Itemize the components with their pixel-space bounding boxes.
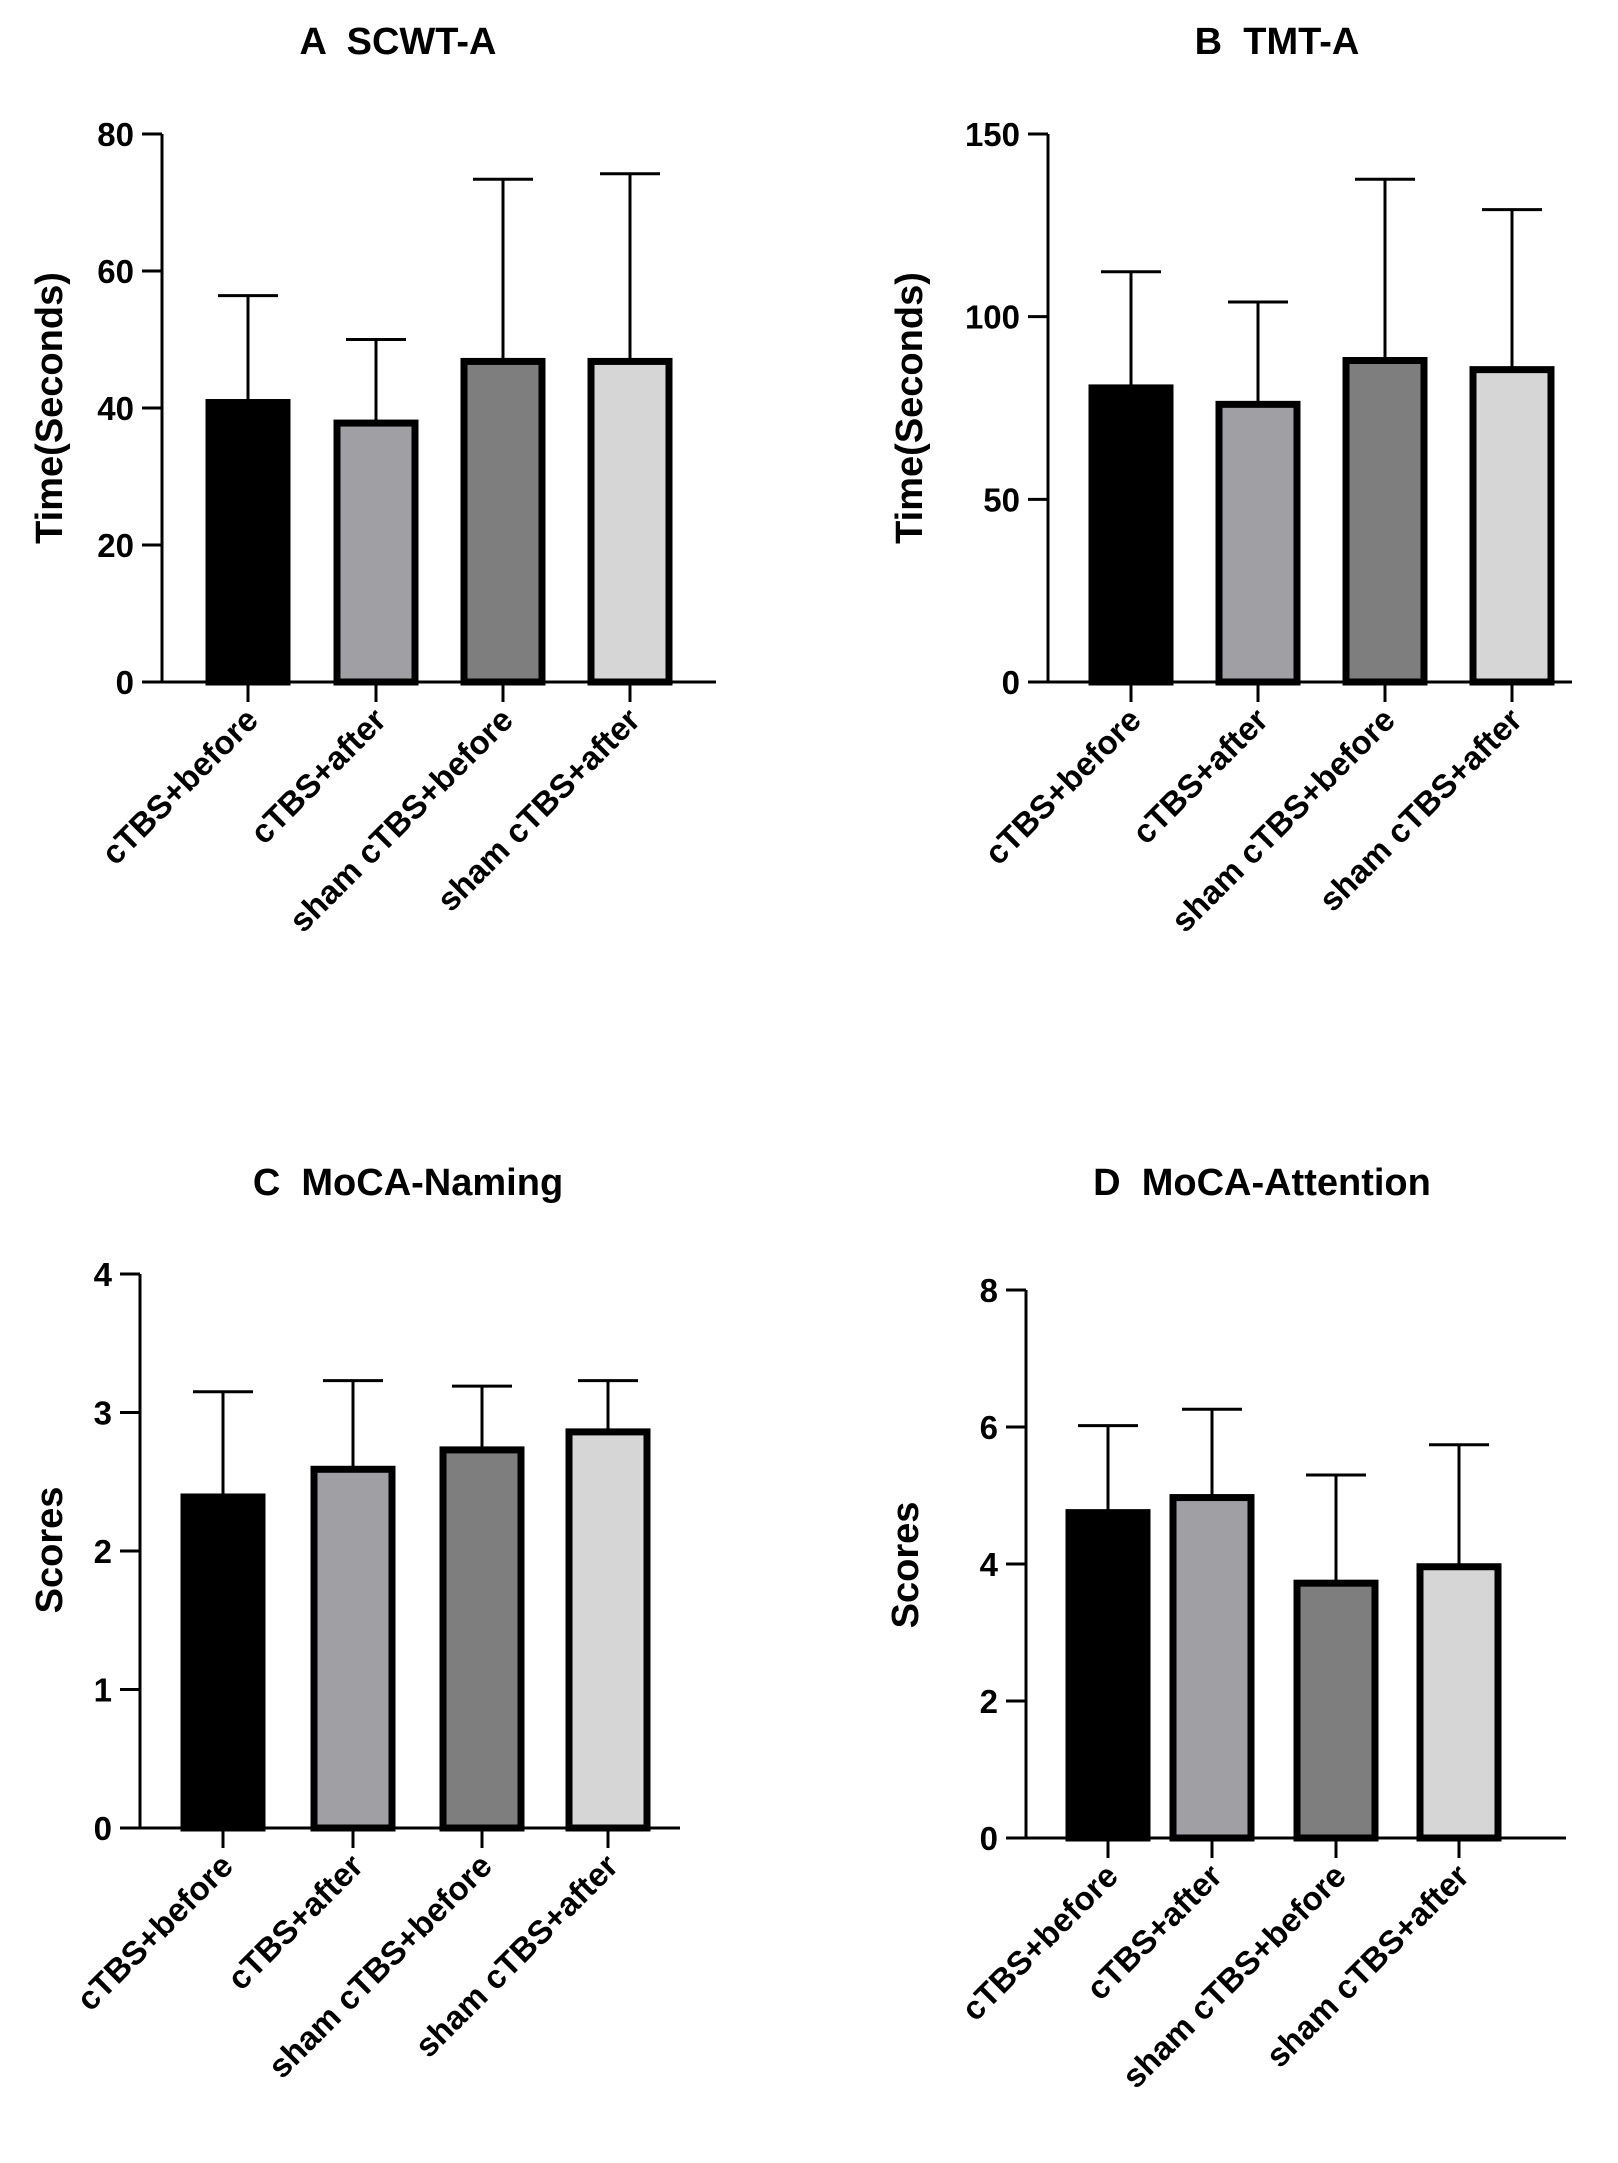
panel-d-ytick-label: 6 [980,1409,998,1446]
panel-b: B TMT-A Time(Seconds) 0 50 100 150 cTBS+bef… [889,21,1572,939]
panel-d-ytick-label: 8 [980,1272,998,1309]
panel-a-ytick-label: 20 [97,527,134,564]
panel-a: A SCWT-A Time(Seconds) 0 20 40 60 80 cTBS+be… [29,21,716,939]
panel-b-bars [1088,177,1555,686]
panel-b-category-label: sham cTBS+before [1164,701,1402,939]
panel-a-ylabel: Time(Seconds) [29,272,71,544]
panel-d-ylabel: Scores [885,1502,927,1629]
panel-a-bar-3 [460,357,546,686]
panel-d-bar-3 [1293,1579,1379,1842]
panel-d-bar-1 [1065,1509,1151,1842]
panel-a-yticks: 0 20 40 60 80 [97,116,162,701]
panel-c-ytick-label: 2 [94,1533,112,1570]
panel-a-bars [205,172,673,686]
panel-a-ytick-label: 60 [97,253,134,290]
panel-a-bar-2 [333,419,419,686]
panel-b-bar-1 [1088,384,1174,686]
panel-d-category-label: sham cTBS+before [1115,1857,1353,2095]
panel-d-title: D MoCA-Attention [1093,1162,1431,1204]
panel-c-bars [180,1379,651,1832]
panel-c-yticks: 0 1 2 3 4 [94,1256,140,1847]
panel-b-ytick-label: 150 [965,116,1020,153]
panel-d-category-label: sham cTBS+after [1258,1857,1476,2075]
panel-c-ylabel: Scores [29,1487,71,1614]
panel-a-ytick-label: 40 [97,390,134,427]
panel-d-bar-4 [1416,1563,1502,1842]
panel-b-bar-3 [1342,357,1428,686]
panel-c-category-label: sham cTBS+before [261,1847,499,2085]
panel-d-ytick-label: 2 [980,1683,998,1720]
panel-b-bar-2 [1215,400,1301,686]
panel-b-category-label: cTBS+before [977,701,1148,872]
panel-c: C MoCA-Naming Scores 0 1 2 3 4 cTBS+beforecT… [29,1162,680,2085]
panel-d-yticks: 0 2 4 6 8 [980,1272,1026,1857]
panel-c-ytick-label: 3 [94,1395,112,1432]
panel-c-bar-4 [565,1428,651,1832]
panel-d-bar-2 [1169,1494,1255,1842]
panel-b-ylabel: Time(Seconds) [889,272,931,544]
panel-b-yticks: 0 50 100 150 [965,116,1048,701]
panel-a-category-label: cTBS+before [94,701,265,872]
panel-a-title: A SCWT-A [299,21,496,63]
panel-b-bar-4 [1469,366,1555,686]
panel-b-ytick-label: 0 [1002,664,1020,701]
panel-a-category-label: sham cTBS+before [282,701,520,939]
panel-c-ytick-label: 0 [94,1810,112,1847]
panel-c-bar-3 [439,1446,525,1832]
panel-b-title: B TMT-A [1195,21,1360,63]
panel-d: D MoCA-Attention Scores 0 2 4 6 8 cTBS+befor… [885,1162,1566,2095]
panel-d-bars [1065,1407,1502,1842]
panel-a-bar-1 [205,399,291,686]
panel-d-ytick-label: 4 [980,1546,999,1583]
panel-d-ytick-label: 0 [980,1820,998,1857]
panel-c-bar-1 [180,1493,266,1832]
panel-c-title: C MoCA-Naming [253,1162,563,1204]
panel-c-ytick-label: 4 [94,1256,113,1293]
panel-c-bar-2 [310,1465,396,1832]
panel-b-ytick-label: 100 [965,299,1020,336]
panel-a-bar-4 [587,357,673,686]
panel-a-ytick-label: 0 [116,664,134,701]
panel-a-ytick-label: 80 [97,116,134,153]
panel-c-category-label: cTBS+before [69,1847,240,2018]
panel-c-ytick-label: 1 [94,1672,112,1709]
panel-b-ytick-label: 50 [983,481,1020,518]
